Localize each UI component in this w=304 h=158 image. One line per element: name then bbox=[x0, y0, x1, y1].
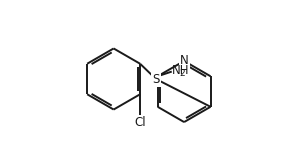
Text: 2: 2 bbox=[179, 69, 185, 78]
Text: Cl: Cl bbox=[134, 116, 146, 129]
Text: N: N bbox=[180, 55, 188, 67]
Text: NH: NH bbox=[172, 64, 190, 77]
Text: S: S bbox=[152, 73, 160, 85]
